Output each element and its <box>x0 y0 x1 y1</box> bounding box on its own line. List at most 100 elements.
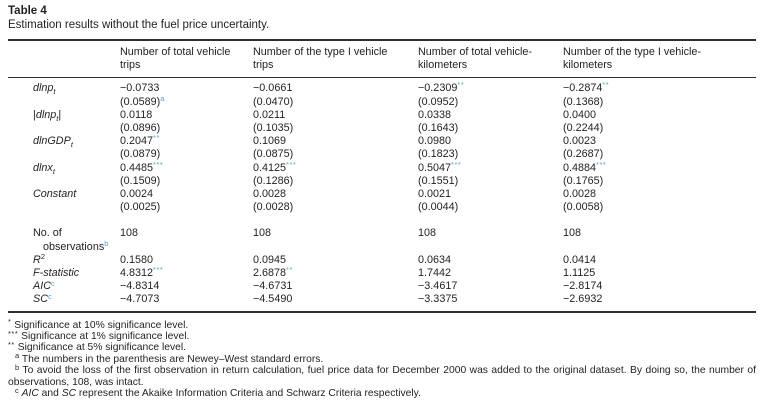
column-header: Number of the type I vehicle-kilometers <box>563 40 756 79</box>
corner-cell <box>8 40 120 79</box>
stat-row: No. of observationsb 108 108 108 108 <box>8 214 756 253</box>
stat-cell: 0.1580 <box>120 253 154 266</box>
footnote: * Significance at 10% significance level… <box>8 317 189 331</box>
header-row: Number of total vehicle trips Number of th… <box>8 40 756 79</box>
stat-row: AICc −4.8314 −4.6731 −3.4617 −2.8174 <box>8 278 756 293</box>
subscript: t <box>56 113 59 123</box>
column-header: Number of total vehicle trips <box>120 40 253 79</box>
row-label: dlnxt <box>33 161 55 176</box>
footnote: ** Significance at 5% significance level… <box>8 340 186 354</box>
coef-cell: 0.5047*** (0.1551) <box>418 159 462 187</box>
coef-cell: 0.4125*** (0.1286) <box>253 159 297 187</box>
stat-row: R2 0.1580 0.0945 0.0634 0.0414 <box>8 252 756 267</box>
footnote-marker: *** <box>8 328 19 338</box>
row-label: dlnpt <box>33 82 56 97</box>
subscript: t <box>53 87 56 97</box>
coef-cell: 0.0400 (0.2244) <box>563 108 604 135</box>
footnote: *** Significance at 1% significance leve… <box>8 328 190 343</box>
coef-cell: 0.4485*** (0.1509) <box>120 159 164 187</box>
stat-row: F-statistic 4.8312*** 2.6878** 1.7442 1.1125 <box>8 264 756 280</box>
row-label: |dlnpt| <box>33 108 62 123</box>
superscript: 2 <box>40 252 45 262</box>
stat-cell: −2.8174 <box>563 280 603 293</box>
coef-row: dlnpt −0.0733 (0.0589)a −0.0661 (0.0470) −0.2… <box>8 78 756 109</box>
coef-cell: 0.0118 (0.0896) <box>120 108 161 135</box>
stat-cell: 108 <box>418 227 437 240</box>
footnote: a The numbers in the parenthesis are New… <box>15 351 324 365</box>
significance-stars[interactable]: *** <box>596 159 607 169</box>
significance-stars[interactable]: ** <box>153 133 160 143</box>
stat-cell: 0.0945 <box>253 253 287 266</box>
footnote-marker: b <box>15 362 20 372</box>
significance-stars[interactable]: *** <box>286 159 297 169</box>
footnotes: * Significance at 10% significance level… <box>8 317 756 400</box>
coef-cell: −0.2874** (0.1368) <box>563 80 610 108</box>
stat-cell: −3.4617 <box>418 280 458 293</box>
stat-cell: 1.7442 <box>418 267 452 280</box>
stat-cell: −4.5490 <box>253 293 293 306</box>
stat-cell: −2.6932 <box>563 293 603 306</box>
coef-row: Constant 0.0024 (0.0025) 0.0028 (0.0028) 0.00… <box>8 188 756 214</box>
coef-row: |dlnpt| 0.0118 (0.0896) 0.0211 (0.1035) 0.033… <box>8 109 756 135</box>
stat-cell: 108 <box>120 227 139 240</box>
stat-cell: 1.1125 <box>563 267 596 280</box>
table-header: Number of total vehicle trips Number of th… <box>8 40 756 79</box>
coef-cell: 0.0980 (0.1823) <box>418 135 459 161</box>
coef-cell: 0.0021 (0.0044) <box>418 188 459 214</box>
significance-stars[interactable]: *** <box>451 159 462 169</box>
footnote-marker: ** <box>8 340 15 350</box>
coef-cell: 0.1069 (0.0875) <box>253 135 294 161</box>
row-label: R2 <box>33 252 45 266</box>
footnote: b To avoid the loss of the first observa… <box>8 362 756 388</box>
row-label: Constant <box>33 188 77 201</box>
significance-stars[interactable]: ** <box>457 80 465 90</box>
coef-cell: 0.0338 (0.1643) <box>418 108 459 135</box>
table-label: Table 4 <box>8 5 47 17</box>
footnote-link[interactable]: a <box>160 94 165 104</box>
subscript: t <box>52 166 55 176</box>
coef-row: dlnxt 0.4485*** (0.1509) 0.4125*** (0.1286) 0… <box>8 159 756 188</box>
stat-cell: 4.8312*** <box>120 264 164 280</box>
stat-cell: 0.0414 <box>563 253 597 266</box>
stat-cell: −4.8314 <box>120 280 160 293</box>
stat-cell: 0.0634 <box>418 253 452 266</box>
row-label: AICc <box>33 278 55 293</box>
column-header: Number of the type I vehicle trips <box>253 40 418 79</box>
coef-cell: 0.0023 (0.2687) <box>563 135 604 161</box>
coef-cell: 0.0028 (0.0058) <box>563 188 604 214</box>
significance-stars[interactable]: *** <box>153 264 164 274</box>
coef-cell: 0.0211 (0.1035) <box>253 108 294 135</box>
stat-row: SCc −4.7073 −4.5490 −3.3375 −2.6932 <box>8 293 756 311</box>
coef-cell: 0.2047** (0.0879) <box>120 133 161 161</box>
coef-cell: 0.4884*** (0.1765) <box>563 159 607 187</box>
significance-stars[interactable]: *** <box>153 159 164 169</box>
footnote-link[interactable]: b <box>104 239 109 249</box>
footnote-marker: c <box>15 385 19 395</box>
stat-cell: 108 <box>253 227 272 240</box>
coef-cell: 0.0024 (0.0025) <box>120 188 161 214</box>
stat-cell: −4.6731 <box>253 280 293 293</box>
stat-cell: 108 <box>563 227 582 240</box>
stat-cell: 2.6878** <box>253 264 293 280</box>
coef-cell: 0.0028 (0.0028) <box>253 188 294 214</box>
coef-row: dlnGDPt 0.2047** (0.0879) 0.1069 (0.0875) 0.0… <box>8 133 756 161</box>
table-caption: Estimation results without the fuel pric… <box>8 19 270 31</box>
estimation-results-table: Number of total vehicle trips Number of th… <box>8 39 756 313</box>
stat-cell: −4.7073 <box>120 293 160 306</box>
significance-stars[interactable]: ** <box>286 264 293 274</box>
footnote: c AIC and SC represent the Akaike Inform… <box>15 385 421 400</box>
subscript: t <box>70 140 73 150</box>
coef-cell: −0.0733 (0.0589)a <box>120 82 165 108</box>
row-label: SCc <box>33 291 52 306</box>
significance-stars[interactable]: ** <box>602 80 610 90</box>
row-label: dlnGDPt <box>33 135 73 150</box>
footnote-link[interactable]: c <box>48 291 52 301</box>
stat-cell: −3.3375 <box>418 293 458 306</box>
footnote-marker: a <box>15 351 20 361</box>
row-label: No. of observationsb <box>33 227 109 253</box>
row-label-line2: observationsb <box>43 239 109 253</box>
footnote-link[interactable]: c <box>51 278 55 288</box>
coef-cell: −0.2309** (0.0952) <box>418 80 465 108</box>
coef-cell: −0.0661 (0.0470) <box>253 82 294 108</box>
